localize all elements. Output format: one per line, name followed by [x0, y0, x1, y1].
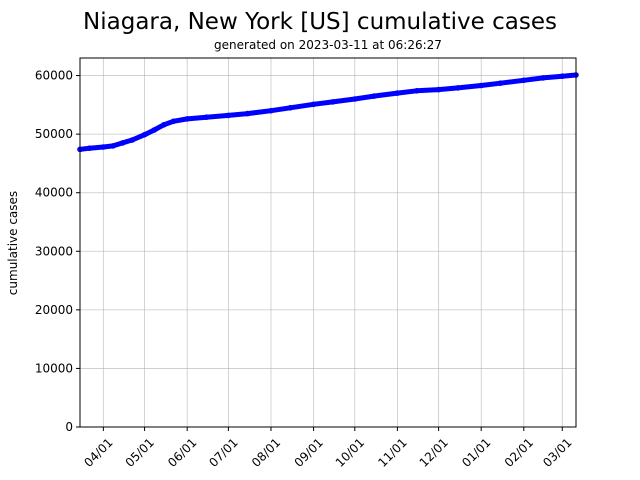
grid-lines	[80, 58, 576, 428]
y-tick-label: 60000	[35, 69, 73, 83]
data-point	[184, 116, 190, 122]
x-tick-label: 05/01	[123, 435, 157, 469]
series-line	[77, 72, 579, 152]
data-point	[268, 107, 274, 114]
x-tick-label: 10/01	[333, 435, 367, 469]
data-point	[129, 137, 135, 143]
x-axis: 04/01 05/01 06/01 07/01 08/01 09/01 10/01 11/01…	[81, 427, 575, 470]
data-point	[371, 93, 377, 99]
x-tick-label: 02/01	[502, 435, 536, 469]
y-axis-label: cumulative cases	[6, 191, 20, 295]
data-point	[394, 90, 401, 96]
data-point	[521, 77, 527, 84]
x-tick-label: 09/01	[292, 435, 326, 469]
y-tick-label: 50000	[35, 127, 73, 141]
x-tick-label: 04/01	[81, 435, 115, 469]
data-point	[119, 140, 126, 146]
data-point	[151, 127, 157, 133]
plot-frame	[79, 57, 577, 428]
data-point	[170, 118, 177, 125]
data-point	[435, 86, 442, 93]
y-tick-label: 30000	[35, 244, 73, 258]
chart-subtitle: generated on 2023-03-11 at 06:26:27	[214, 38, 442, 52]
data-point	[455, 85, 461, 91]
data-point	[413, 88, 420, 94]
x-tick-label: 12/01	[417, 435, 451, 469]
data-point	[287, 105, 294, 111]
data-point	[559, 73, 566, 79]
y-tick-label: 0	[65, 420, 73, 434]
x-tick-label: 06/01	[165, 435, 199, 469]
chart-title: Niagara, New York [US] cumulative cases	[83, 9, 557, 35]
data-point	[310, 101, 317, 108]
data-point	[330, 99, 336, 105]
x-tick-label: 01/01	[459, 435, 493, 469]
y-tick-label: 20000	[35, 303, 73, 317]
data-point	[225, 112, 232, 119]
data-point	[540, 75, 546, 81]
data-point	[352, 96, 358, 102]
data-point	[497, 80, 504, 86]
x-tick-label: 07/01	[206, 435, 240, 469]
y-axis: 0 10000 20000 30000 40000 50000 60000	[35, 69, 80, 434]
data-point	[100, 144, 107, 150]
data-point	[86, 145, 93, 151]
y-tick-label: 10000	[35, 361, 73, 375]
data-point	[203, 114, 210, 120]
data-point	[478, 82, 485, 89]
series-layer	[77, 72, 579, 153]
y-tick-label: 40000	[35, 186, 73, 200]
data-point	[141, 131, 148, 138]
x-tick-label: 08/01	[249, 435, 283, 469]
x-tick-label: 11/01	[375, 435, 409, 469]
data-point	[244, 110, 251, 117]
x-tick-label: 03/01	[540, 435, 574, 469]
data-point	[161, 122, 167, 128]
data-point	[110, 143, 116, 149]
